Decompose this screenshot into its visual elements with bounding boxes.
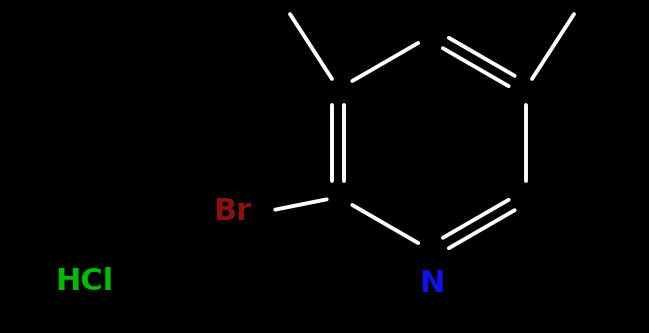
Text: N: N (419, 269, 445, 298)
Text: Br: Br (214, 197, 251, 226)
Text: HCl: HCl (55, 266, 113, 295)
Text: 2: 2 (620, 0, 635, 2)
